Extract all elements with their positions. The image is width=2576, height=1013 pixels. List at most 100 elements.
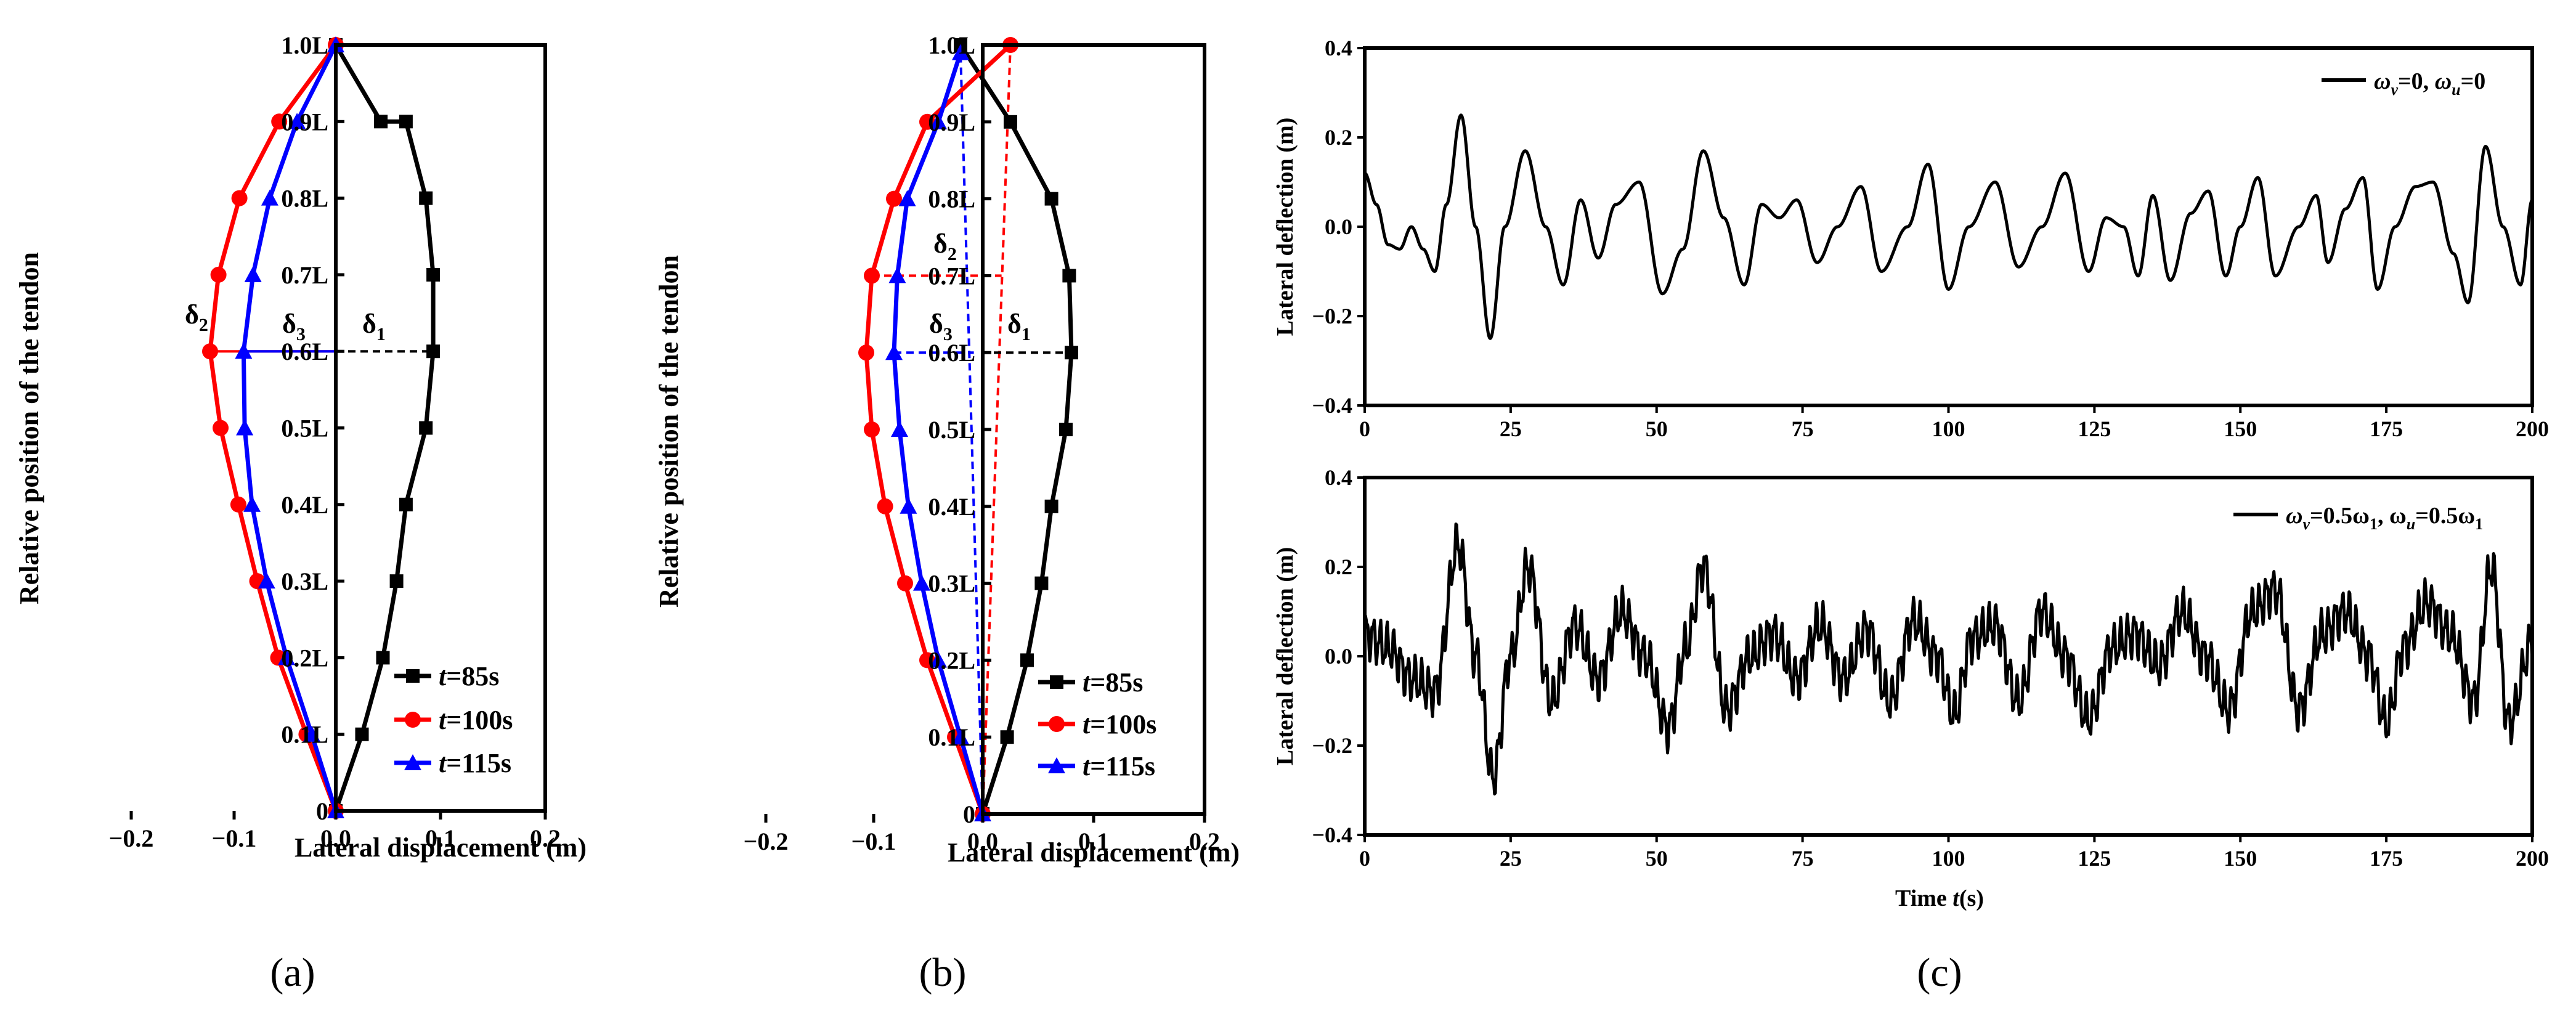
panel-c-bottom-xtick-label: 25 (1500, 846, 1522, 871)
panel-b-ylabel: Relative position of the tendon (654, 255, 684, 608)
panel-a-xtick-label: 0.2 (530, 824, 561, 852)
panel-c-top-xtick-label: 50 (1646, 417, 1668, 441)
panel-b-series-t85-point (1044, 192, 1058, 206)
panel-b-ytick-label: 0.3L (928, 570, 975, 598)
panel-c-bottom-xtick-label: 175 (2370, 846, 2403, 871)
panel-c-bottom-ytick-label: 0.0 (1325, 644, 1352, 669)
panel-b-series-t115-point (898, 190, 916, 206)
panel-a-legend-marker-t100 (405, 712, 421, 728)
panel-a-axes: 0 0.1L 0.2L 0.3L 0.4L 0.5L 0.6L 0.7L 0.8L 0.9L 1.0… (109, 31, 561, 852)
panel-b-series-t85-point (1062, 269, 1076, 283)
panel-c-top-legend: ωv=0, ωu=0 (2322, 68, 2485, 99)
panel-a-ytick-label: 0.5L (281, 415, 328, 442)
panel-c-top-axes: 0 25 50 75 100 125 150 175 200 −0.4 −0.2 0.0 0.2 0.4 (1312, 36, 2549, 441)
panel-b-series-t115-point (952, 44, 969, 60)
panel-c-top-xtick-label: 25 (1500, 417, 1522, 441)
panel-a-series-t85-point (355, 727, 369, 741)
panel-b-series-t115-point (913, 574, 930, 591)
panel-a-series-t115-point (236, 419, 254, 436)
panel-b-ytick-label: 0.4L (928, 493, 975, 521)
panel-c-bottom-ytick-label: −0.2 (1312, 733, 1352, 758)
panel-b-xlabel: Lateral displacement (m) (948, 837, 1240, 868)
panel-a-series-t85-point (426, 267, 441, 282)
panel-a-series-t115-point (303, 725, 320, 742)
panel-b-series-t100-point (897, 575, 913, 592)
panel-b-axes: 0 0.1L 0.2L 0.3L 0.4L 0.5L 0.6L 0.7L 0.8L 0.9L 1.0… (744, 31, 1220, 855)
panel-a-series-t115-point (288, 113, 306, 129)
panel-c-top-ytick-label: −0.4 (1312, 393, 1352, 418)
panel-b-legend-text-t85: t=85s (1083, 667, 1143, 698)
panel-b-legend: t=85s t=100s t=115s (1038, 667, 1156, 781)
panel-a-ytick-label: 0.3L (281, 568, 328, 595)
panel-c-bottom-plot-area (1363, 523, 2534, 795)
panel-a-legend-text-t115: t=115s (439, 748, 511, 778)
panel-b-series-t85-point (1020, 653, 1034, 667)
panel-b-series-t100-point (858, 344, 874, 361)
panel-a-series-t85-point (399, 115, 413, 129)
panel-b-legend-marker-t85 (1050, 675, 1063, 689)
panel-b-legend-text-t100: t=100s (1083, 709, 1156, 739)
panel-b-ytick-label: 1.0L (928, 31, 975, 59)
panel-a-series-t100-point (271, 113, 288, 130)
panel-a: 0 0.1L 0.2L 0.3L 0.4L 0.5L 0.6L 0.7L 0.8L 0.9L 1.0… (14, 31, 587, 995)
panel-b-xtick-label: 0.1 (1078, 828, 1109, 855)
panel-a-ytick-label: 0.4L (281, 491, 328, 519)
panel-a-legend: t=85s t=100s t=115s (394, 661, 513, 778)
panel-a-series-t100-point (202, 343, 218, 360)
panel-c-top-xtick-label: 200 (2516, 417, 2549, 441)
panel-c-bottom-legend: ωv=0.5ω1, ωu=0.5ω1 (2233, 503, 2483, 533)
panel-c-bottom-xtick-label: 0 (1359, 846, 1370, 871)
panel-b-series-t100-point (877, 498, 893, 515)
panel-b-series-t100-point (919, 113, 935, 130)
panel-b-legend-marker-t100 (1049, 716, 1065, 732)
panel-b-xtick-label: −0.2 (744, 828, 789, 855)
panel-c-top: 0 25 50 75 100 125 150 175 200−0.4−0.20.00.20.4 … (1272, 36, 2549, 441)
panel-b-red-chord (981, 44, 1012, 815)
panel-a-ytick-label: 0.7L (281, 261, 328, 289)
panel-b-series-t115-point (930, 113, 947, 129)
panel-b-ytick-label: 0 (963, 800, 975, 828)
panel-a-legend-marker-t115 (404, 754, 421, 770)
panel-c-bottom-xtick-label: 125 (2078, 846, 2111, 871)
panel-a-ytick-label: 1.0L (281, 31, 328, 59)
panel-c-bottom-xtick-label: 150 (2224, 846, 2257, 871)
panel-a-series-t115-point (244, 266, 262, 282)
panel-c-top-xtick-label: 150 (2224, 417, 2257, 441)
panel-a-series-t85-point (426, 344, 441, 359)
panel-a-ytick-label: 0.1L (281, 721, 328, 749)
panel-a-ytick-label: 0.9L (281, 108, 328, 136)
panel-b-series-t100-point (864, 267, 880, 284)
panel-b-xtick-label: 0.0 (967, 828, 998, 855)
panel-a-series-t115-point (278, 649, 296, 665)
panel-c-top-ytick-label: −0.2 (1312, 304, 1352, 328)
panel-a-ytick-label: 0 (316, 797, 328, 825)
panel-a-series-t100-point (213, 420, 229, 436)
panel-b-ytick-label: 0.2L (928, 646, 975, 674)
panel-b-series-t115-point (930, 651, 947, 668)
panel-a-series-t115-point (235, 343, 253, 359)
panel-c-top-ytick-label: 0.4 (1325, 36, 1352, 60)
panel-a-series-t100-point (231, 190, 248, 206)
panel-a-series-t100-point (230, 496, 246, 513)
panel-c-top-ylabel: Lateral deflection (m) (1272, 118, 1298, 336)
panel-c-top-xtick-label: 175 (2370, 417, 2403, 441)
panel-a-delta2: δ2 (185, 299, 208, 335)
panel-b-delta3: δ3 (929, 309, 953, 344)
panel-b-series-t100-point (886, 190, 902, 207)
panel-b-ytick-label: 0.9L (928, 108, 975, 136)
panel-b-xtick-label: −0.1 (851, 828, 896, 855)
panel-b-blue-chord (959, 52, 984, 815)
panel-c-bottom-legend-text: ωv=0.5ω1, ωu=0.5ω1 (2286, 503, 2483, 533)
panel-c-top-legend-text: ωv=0, ωu=0 (2374, 68, 2485, 99)
panel-c-top-xtick-label: 100 (1932, 417, 1965, 441)
panel-c-bottom-ytick-label: 0.2 (1325, 555, 1352, 579)
panel-c-top-ytick-label: 0.2 (1325, 125, 1352, 150)
panel-b-series-t115-point (888, 267, 906, 283)
panel-a-series-t85-point (419, 191, 433, 205)
panel-b-series-t85-point (1044, 499, 1058, 513)
panel-c-bottom-xlabel: Time t(s) (1895, 885, 1984, 911)
panel-b-series-t115-point (891, 421, 908, 437)
panel-a-series-t85-point (374, 115, 388, 129)
